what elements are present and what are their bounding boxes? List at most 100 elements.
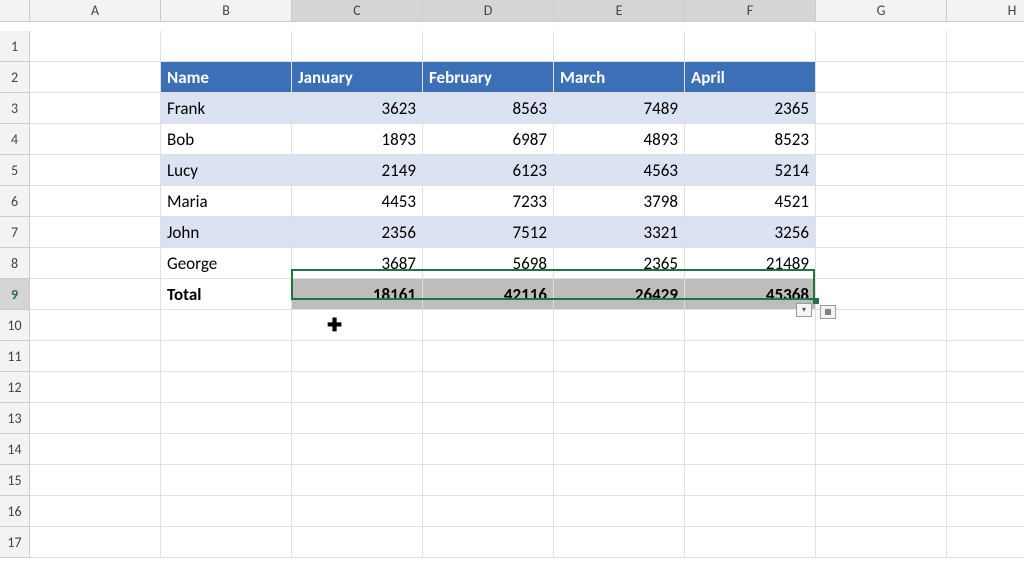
cell-F3[interactable]: 2365 (685, 93, 816, 124)
column-header-C[interactable]: C (292, 0, 423, 22)
cell-D17[interactable] (423, 527, 554, 558)
cell-E1[interactable] (554, 31, 685, 62)
cell-F17[interactable] (685, 527, 816, 558)
row-header-8[interactable]: 8 (0, 248, 30, 279)
cell-F6[interactable]: 4521 (685, 186, 816, 217)
cell-B17[interactable] (161, 527, 292, 558)
row-header-3[interactable]: 3 (0, 93, 30, 124)
cell-A13[interactable] (30, 403, 161, 434)
row-header-16[interactable]: 16 (0, 496, 30, 527)
cell-C10[interactable] (292, 310, 423, 341)
cell-C5[interactable]: 2149 (292, 155, 423, 186)
column-header-F[interactable]: F (685, 0, 816, 22)
cell-G14[interactable] (816, 434, 947, 465)
cell-C2[interactable]: January (292, 62, 423, 93)
cell-E7[interactable]: 3321 (554, 217, 685, 248)
cell-F11[interactable] (685, 341, 816, 372)
cell-D12[interactable] (423, 372, 554, 403)
cell-H14[interactable] (947, 434, 1024, 465)
cell-A5[interactable] (30, 155, 161, 186)
cell-E2[interactable]: March (554, 62, 685, 93)
cell-D13[interactable] (423, 403, 554, 434)
cell-G12[interactable] (816, 372, 947, 403)
cell-E15[interactable] (554, 465, 685, 496)
cell-G16[interactable] (816, 496, 947, 527)
cell-B7[interactable]: John (161, 217, 292, 248)
row-header-9[interactable]: 9 (0, 279, 30, 310)
cell-G8[interactable] (816, 248, 947, 279)
cell-C4[interactable]: 1893 (292, 124, 423, 155)
cell-H7[interactable] (947, 217, 1024, 248)
cell-A11[interactable] (30, 341, 161, 372)
cell-B1[interactable] (161, 31, 292, 62)
cell-B9[interactable]: Total (161, 279, 292, 310)
cell-C16[interactable] (292, 496, 423, 527)
cell-C6[interactable]: 4453 (292, 186, 423, 217)
row-header-11[interactable]: 11 (0, 341, 30, 372)
row-header-7[interactable]: 7 (0, 217, 30, 248)
row-header-12[interactable]: 12 (0, 372, 30, 403)
cell-F5[interactable]: 5214 (685, 155, 816, 186)
row-header-17[interactable]: 17 (0, 527, 30, 558)
cell-G13[interactable] (816, 403, 947, 434)
cell-E11[interactable] (554, 341, 685, 372)
cell-A10[interactable] (30, 310, 161, 341)
cell-H2[interactable] (947, 62, 1024, 93)
cell-C8[interactable]: 3687 (292, 248, 423, 279)
cell-D16[interactable] (423, 496, 554, 527)
cell-B13[interactable] (161, 403, 292, 434)
cell-A7[interactable] (30, 217, 161, 248)
quick-analysis-button[interactable]: ▦ (820, 305, 836, 319)
cell-E9[interactable]: 26429 (554, 279, 685, 310)
cell-H3[interactable] (947, 93, 1024, 124)
cell-D7[interactable]: 7512 (423, 217, 554, 248)
row-header-6[interactable]: 6 (0, 186, 30, 217)
cell-D11[interactable] (423, 341, 554, 372)
cell-D9[interactable]: 42116 (423, 279, 554, 310)
cell-C3[interactable]: 3623 (292, 93, 423, 124)
cell-F16[interactable] (685, 496, 816, 527)
cell-C9[interactable]: 18161 (292, 279, 423, 310)
cell-C1[interactable] (292, 31, 423, 62)
cell-A2[interactable] (30, 62, 161, 93)
cell-H12[interactable] (947, 372, 1024, 403)
autofill-options-button[interactable]: ▾ (796, 303, 812, 317)
column-header-A[interactable]: A (30, 0, 161, 22)
cell-G5[interactable] (816, 155, 947, 186)
cell-G4[interactable] (816, 124, 947, 155)
cell-E6[interactable]: 3798 (554, 186, 685, 217)
cell-B15[interactable] (161, 465, 292, 496)
cell-A17[interactable] (30, 527, 161, 558)
row-header-15[interactable]: 15 (0, 465, 30, 496)
cell-F12[interactable] (685, 372, 816, 403)
cell-H4[interactable] (947, 124, 1024, 155)
cell-C17[interactable] (292, 527, 423, 558)
cell-D2[interactable]: February (423, 62, 554, 93)
cell-F8[interactable]: 21489 (685, 248, 816, 279)
cell-F14[interactable] (685, 434, 816, 465)
row-header-4[interactable]: 4 (0, 124, 30, 155)
cell-B5[interactable]: Lucy (161, 155, 292, 186)
cell-C7[interactable]: 2356 (292, 217, 423, 248)
cell-G17[interactable] (816, 527, 947, 558)
cell-B6[interactable]: Maria (161, 186, 292, 217)
row-header-1[interactable]: 1 (0, 31, 30, 62)
cell-A16[interactable] (30, 496, 161, 527)
cell-D5[interactable]: 6123 (423, 155, 554, 186)
cell-A3[interactable] (30, 93, 161, 124)
cell-E16[interactable] (554, 496, 685, 527)
cell-A14[interactable] (30, 434, 161, 465)
cell-G3[interactable] (816, 93, 947, 124)
cell-B14[interactable] (161, 434, 292, 465)
cell-G6[interactable] (816, 186, 947, 217)
cell-B10[interactable] (161, 310, 292, 341)
cell-F1[interactable] (685, 31, 816, 62)
cell-E13[interactable] (554, 403, 685, 434)
cell-A15[interactable] (30, 465, 161, 496)
column-header-E[interactable]: E (554, 0, 685, 22)
cell-A8[interactable] (30, 248, 161, 279)
cell-F15[interactable] (685, 465, 816, 496)
row-header-2[interactable]: 2 (0, 62, 30, 93)
select-all-corner[interactable] (0, 0, 30, 22)
cell-H13[interactable] (947, 403, 1024, 434)
